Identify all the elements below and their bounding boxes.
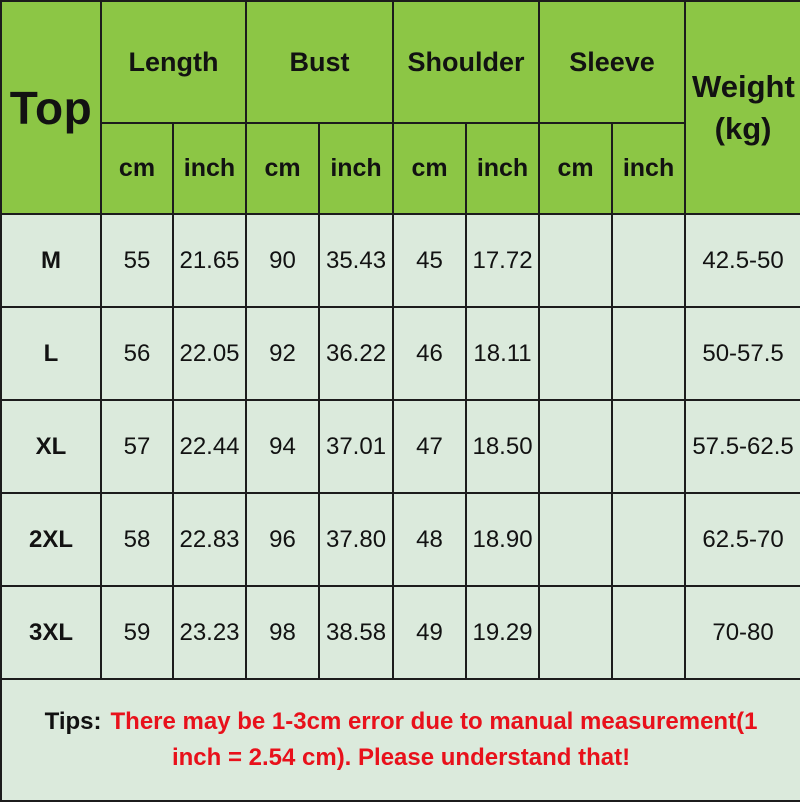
corner-label-top: Top bbox=[0, 0, 102, 215]
unit-header-bust-cm: cm bbox=[245, 122, 321, 215]
bust-inch-value: 35.43 bbox=[318, 213, 395, 308]
length-cm-value: 56 bbox=[100, 306, 174, 401]
size-label: 3XL bbox=[0, 585, 102, 680]
size-label: L bbox=[0, 306, 102, 401]
column-header-weight: Weight (kg) bbox=[684, 0, 800, 215]
weight-range-value: 62.5-70 bbox=[684, 492, 800, 587]
shoulder-cm-value: 49 bbox=[392, 585, 468, 680]
unit-header-length-cm: cm bbox=[100, 122, 174, 215]
column-group-shoulder: Shoulder bbox=[392, 0, 541, 124]
shoulder-inch-value: 18.11 bbox=[465, 306, 541, 401]
weight-range-value: 57.5-62.5 bbox=[684, 399, 800, 494]
unit-header-sleeve-inch: inch bbox=[611, 122, 687, 215]
length-inch-value: 22.05 bbox=[171, 306, 248, 401]
sleeve-cm-value bbox=[538, 492, 614, 587]
column-group-sleeve: Sleeve bbox=[538, 0, 687, 124]
length-inch-value: 23.23 bbox=[171, 585, 248, 680]
tips-text: There may be 1-3cm error due to manual m… bbox=[110, 708, 758, 771]
bust-cm-value: 94 bbox=[245, 399, 321, 494]
bust-inch-value: 37.01 bbox=[318, 399, 395, 494]
table-row-l: L 56 22.05 92 36.22 46 18.11 50-57.5 bbox=[0, 306, 800, 401]
tips-label: Tips: bbox=[44, 708, 102, 735]
sleeve-cm-value bbox=[538, 399, 614, 494]
column-group-bust: Bust bbox=[245, 0, 395, 124]
size-label: 2XL bbox=[0, 492, 102, 587]
weight-range-value: 42.5-50 bbox=[684, 213, 800, 308]
weight-range-value: 70-80 bbox=[684, 585, 800, 680]
bust-inch-value: 36.22 bbox=[318, 306, 395, 401]
shoulder-cm-value: 45 bbox=[392, 213, 468, 308]
tips-note: Tips: There may be 1-3cm error due to man… bbox=[0, 678, 800, 802]
shoulder-inch-value: 18.50 bbox=[465, 399, 541, 494]
sleeve-cm-value bbox=[538, 213, 614, 308]
unit-header-shoulder-inch: inch bbox=[465, 122, 541, 215]
sleeve-inch-value bbox=[611, 399, 687, 494]
unit-header-length-inch: inch bbox=[171, 122, 248, 215]
shoulder-inch-value: 19.29 bbox=[465, 585, 541, 680]
length-cm-value: 57 bbox=[100, 399, 174, 494]
sleeve-inch-value bbox=[611, 585, 687, 680]
sleeve-inch-value bbox=[611, 306, 687, 401]
bust-inch-value: 38.58 bbox=[318, 585, 395, 680]
weight-range-value: 50-57.5 bbox=[684, 306, 800, 401]
length-cm-value: 58 bbox=[100, 492, 174, 587]
length-cm-value: 55 bbox=[100, 213, 174, 308]
size-label: M bbox=[0, 213, 102, 308]
unit-header-bust-inch: inch bbox=[318, 122, 395, 215]
bust-cm-value: 90 bbox=[245, 213, 321, 308]
unit-header-sleeve-cm: cm bbox=[538, 122, 614, 215]
sleeve-cm-value bbox=[538, 585, 614, 680]
shoulder-cm-value: 46 bbox=[392, 306, 468, 401]
sleeve-inch-value bbox=[611, 492, 687, 587]
table-row-xl: XL 57 22.44 94 37.01 47 18.50 57.5-62.5 bbox=[0, 399, 800, 494]
table-row-3xl: 3XL 59 23.23 98 38.58 49 19.29 70-80 bbox=[0, 585, 800, 680]
shoulder-cm-value: 47 bbox=[392, 399, 468, 494]
shoulder-inch-value: 17.72 bbox=[465, 213, 541, 308]
shoulder-cm-value: 48 bbox=[392, 492, 468, 587]
size-label: XL bbox=[0, 399, 102, 494]
length-inch-value: 21.65 bbox=[171, 213, 248, 308]
sleeve-inch-value bbox=[611, 213, 687, 308]
bust-inch-value: 37.80 bbox=[318, 492, 395, 587]
table-row-m: M 55 21.65 90 35.43 45 17.72 42.5-50 bbox=[0, 213, 800, 308]
bust-cm-value: 92 bbox=[245, 306, 321, 401]
table-row-2xl: 2XL 58 22.83 96 37.80 48 18.90 62.5-70 bbox=[0, 492, 800, 587]
bust-cm-value: 96 bbox=[245, 492, 321, 587]
length-cm-value: 59 bbox=[100, 585, 174, 680]
length-inch-value: 22.83 bbox=[171, 492, 248, 587]
bust-cm-value: 98 bbox=[245, 585, 321, 680]
sleeve-cm-value bbox=[538, 306, 614, 401]
shoulder-inch-value: 18.90 bbox=[465, 492, 541, 587]
column-group-length: Length bbox=[99, 0, 248, 124]
unit-header-shoulder-cm: cm bbox=[392, 122, 468, 215]
length-inch-value: 22.44 bbox=[171, 399, 248, 494]
